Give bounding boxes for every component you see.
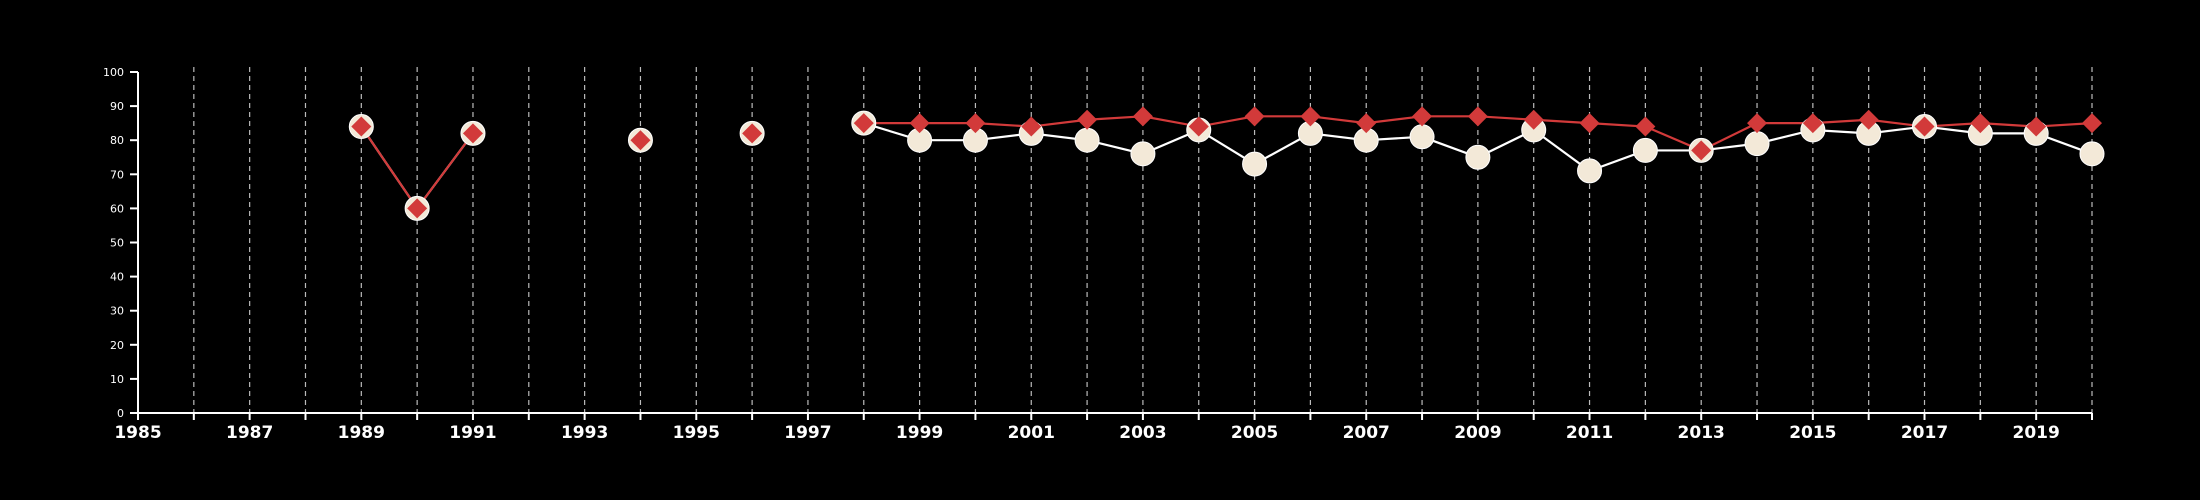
series-2-point [1691,140,1712,161]
x-tick-label: 1999 [896,423,943,443]
series-2-point [1300,106,1321,127]
series-2-point [2026,116,2047,137]
series-2-point [1356,113,1377,134]
series-2-point [853,113,874,134]
series-2-point [1579,113,1600,134]
series-2-point [1858,109,1879,130]
y-tick-label: 0 [117,407,124,420]
x-tick-label: 2011 [1566,423,1613,443]
y-tick-label: 70 [110,168,124,181]
series-2-point [1132,106,1153,127]
series-2-point [1914,116,1935,137]
y-tick-label: 100 [103,66,124,79]
y-tick-label: 20 [110,339,124,352]
y-tick-label: 40 [110,271,124,284]
y-tick-label: 80 [110,134,124,147]
series-2-point [1412,106,1433,127]
series-lines [360,115,2093,211]
series-2-point [351,116,372,137]
series-2-point [1467,106,1488,127]
series-2-point [1747,113,1768,134]
x-tick-label: 2007 [1343,423,1390,443]
x-tick-label: 1995 [673,423,720,443]
series-1-point [1130,141,1156,167]
series-1-point [1074,127,1100,153]
x-tick-label: 2015 [1789,423,1836,443]
x-tick-label: 2001 [1008,423,1055,443]
x-tick-label: 2013 [1678,423,1725,443]
x-tick-label: 1993 [561,423,608,443]
series-1-point [1577,158,1603,184]
y-tick-label: 90 [110,100,124,113]
series-2-point [1802,113,1823,134]
axes: 0 10 20 30 40 50 60 70 80 90 100 1985 1987 1989 1991 19… [103,66,2093,443]
y-tick-label: 10 [110,373,124,386]
series-1-point [2079,141,2105,167]
series-2-point [1635,116,1656,137]
series-2-point [462,123,483,144]
series-1-point [1409,124,1435,150]
series-2-point [1523,109,1544,130]
x-tick-label: 1991 [449,423,496,443]
series-1-point [1242,151,1268,177]
x-tick-label: 2017 [1901,423,1948,443]
series-2-point [2082,113,2102,134]
series-2-point [965,113,986,134]
series-1-point [1632,137,1658,163]
x-tick-label: 2019 [2013,423,2060,443]
series-2-point [630,130,651,151]
series-2-point [1188,116,1209,137]
y-tick-label: 60 [110,202,124,215]
series-2-point [1244,106,1265,127]
x-tick-label: 1989 [338,423,385,443]
series-2-point [1021,116,1042,137]
x-tick-label: 2005 [1231,423,1278,443]
series-1-point [1744,131,1770,157]
x-tick-label: 2003 [1119,423,1166,443]
series-2-point [909,113,930,134]
x-tick-label: 2009 [1454,423,1501,443]
y-tick-label: 50 [110,237,124,250]
series-2-point [1970,113,1991,134]
series-2-point [742,123,763,144]
series-1-point [1465,144,1491,170]
series-markers [348,106,2105,221]
series-2-point [407,198,428,219]
x-tick-label: 1987 [226,423,273,443]
x-tick-label: 1985 [114,423,161,443]
series-2-point [1077,109,1098,130]
x-tick-label: 1997 [784,423,831,443]
y-tick-label: 30 [110,305,124,318]
